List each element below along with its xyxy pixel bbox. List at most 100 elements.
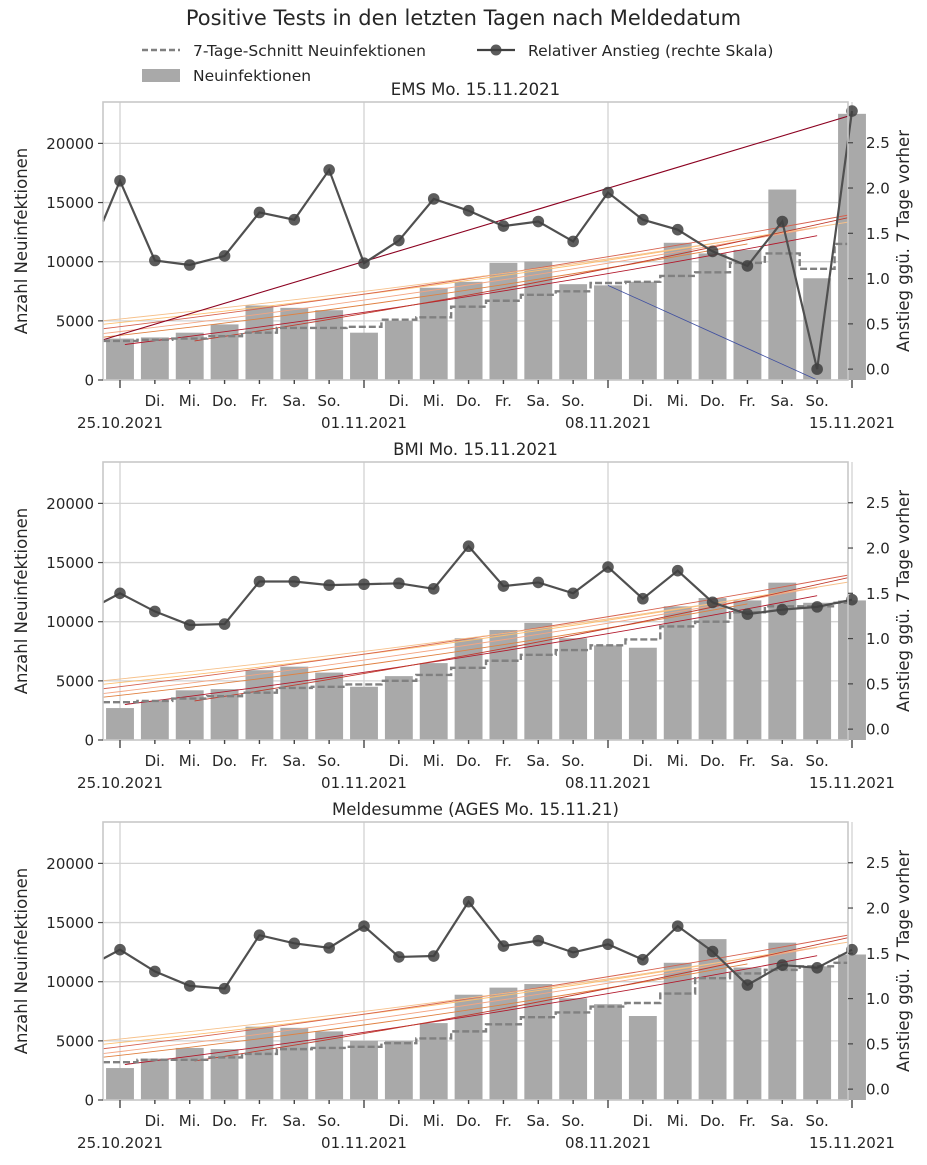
ratio-marker	[218, 618, 231, 630]
x-tick-label: Fr.	[251, 392, 268, 410]
x-tick-label: Di.	[389, 752, 410, 770]
y-tick-label: 20000	[46, 495, 94, 513]
y2-tick-label: 2.0	[866, 540, 890, 558]
ratio-marker	[462, 204, 475, 217]
x-tick-label: Do.	[700, 392, 725, 410]
x-tick-label: So.	[318, 392, 341, 410]
y-tick-label: 10000	[46, 613, 94, 631]
trend-curve	[124, 595, 818, 705]
y-axis-label: Anzahl Neuinfektionen	[12, 508, 31, 695]
ratio-marker	[811, 363, 823, 375]
ratio-marker	[567, 235, 579, 248]
x-tick-label: Sa.	[527, 1112, 550, 1130]
x-tick-label: Mi.	[179, 392, 201, 410]
x-tick-label: 01.11.2021	[321, 774, 407, 792]
y-tick-label: 20000	[46, 855, 94, 873]
x-tick-label: So.	[806, 392, 829, 410]
x-tick-label: Mi.	[423, 1112, 445, 1130]
bar	[594, 1004, 622, 1100]
avg-line	[103, 242, 848, 343]
x-tick-label: Mi.	[423, 392, 445, 410]
y-axis-label: Anzahl Neuinfektionen	[12, 148, 31, 335]
bar	[698, 253, 727, 380]
bar	[280, 307, 309, 380]
ratio-marker	[532, 576, 545, 589]
x-tick-label: 25.10.2021	[77, 774, 163, 792]
x-tick-label: Di.	[145, 1112, 166, 1130]
avg-line	[103, 601, 848, 704]
bar	[628, 281, 657, 380]
ratio-marker	[497, 580, 510, 592]
ratio-marker	[288, 937, 301, 950]
trend-curve	[607, 284, 818, 380]
ratio-marker	[497, 940, 510, 952]
bar	[350, 686, 378, 740]
x-tick-label: 08.11.2021	[565, 1134, 651, 1152]
axes-frame	[102, 461, 849, 741]
bar	[140, 337, 169, 380]
y-tick-label: 5000	[56, 1032, 94, 1050]
bar	[524, 984, 553, 1100]
y2-tick-label: 0.0	[866, 721, 890, 739]
trend-curve	[124, 955, 818, 1065]
bar	[419, 663, 448, 740]
bar	[594, 645, 622, 740]
bar	[803, 966, 832, 1100]
x-tick-label: Sa.	[527, 392, 550, 410]
y2-axis-label: Anstieg ggü. 7 Tage vorher	[894, 850, 913, 1072]
x-tick-label: Do.	[212, 392, 237, 410]
x-tick-label: So.	[318, 752, 341, 770]
legend-bar-swatch	[142, 69, 180, 82]
ratio-marker	[671, 223, 684, 236]
x-tick-label: 15.11.2021	[809, 414, 895, 432]
ratio-marker	[706, 945, 719, 958]
x-tick-label: Sa.	[771, 752, 794, 770]
bar	[524, 261, 553, 380]
ratio-marker	[323, 164, 335, 176]
axes-frame	[102, 101, 849, 381]
y-tick-label: 0	[84, 732, 94, 750]
y-tick-label: 20000	[46, 135, 94, 153]
y2-tick-label: 1.0	[866, 270, 890, 288]
y2-axis-label: Anstieg ggü. 7 Tage vorher	[894, 490, 913, 712]
trend-curve	[103, 941, 848, 1042]
y2-tick-label: 1.5	[866, 225, 890, 243]
x-tick-label: Do.	[212, 1112, 237, 1130]
x-tick-label: 25.10.2021	[77, 414, 163, 432]
bar	[384, 320, 413, 380]
y-tick-label: 15000	[46, 914, 94, 932]
ratio-marker	[183, 259, 196, 271]
x-tick-label: Sa.	[771, 1112, 794, 1130]
bar	[663, 242, 692, 380]
x-tick-label: Do.	[700, 1112, 725, 1130]
x-tick-label: Di.	[633, 1112, 654, 1130]
bar	[245, 670, 274, 740]
y-tick-label: 10000	[46, 253, 94, 271]
ratio-marker	[846, 593, 858, 606]
trend-curve	[194, 577, 848, 702]
ratio-marker	[358, 920, 370, 932]
chart-panel-2: BMI Mo. 15.11.2021 0 5000 10000 15000 20000 0.…	[12, 440, 913, 792]
axes-frame	[102, 821, 849, 1101]
x-tick-label: Mi.	[667, 1112, 689, 1130]
panel-title: Meldesumme (AGES Mo. 15.11.21)	[332, 800, 619, 819]
y-tick-label: 0	[84, 372, 94, 390]
ratio-marker	[288, 575, 301, 588]
trend-curve	[103, 603, 748, 698]
bar	[663, 606, 692, 740]
bar	[315, 1031, 344, 1100]
bar	[384, 1040, 413, 1100]
x-tick-label: Mi.	[179, 752, 201, 770]
bar	[106, 1068, 134, 1100]
trend-curve	[103, 243, 748, 338]
ratio-marker	[706, 245, 719, 258]
y-tick-label: 0	[84, 1092, 94, 1110]
ratio-marker	[218, 982, 231, 995]
trend-curve	[103, 946, 818, 1054]
trend-curve	[103, 581, 848, 682]
trend-curve	[103, 115, 848, 341]
trend-curve	[103, 231, 783, 325]
x-tick-label: Fr.	[495, 1112, 512, 1130]
x-tick-label: 15.11.2021	[809, 1134, 895, 1152]
